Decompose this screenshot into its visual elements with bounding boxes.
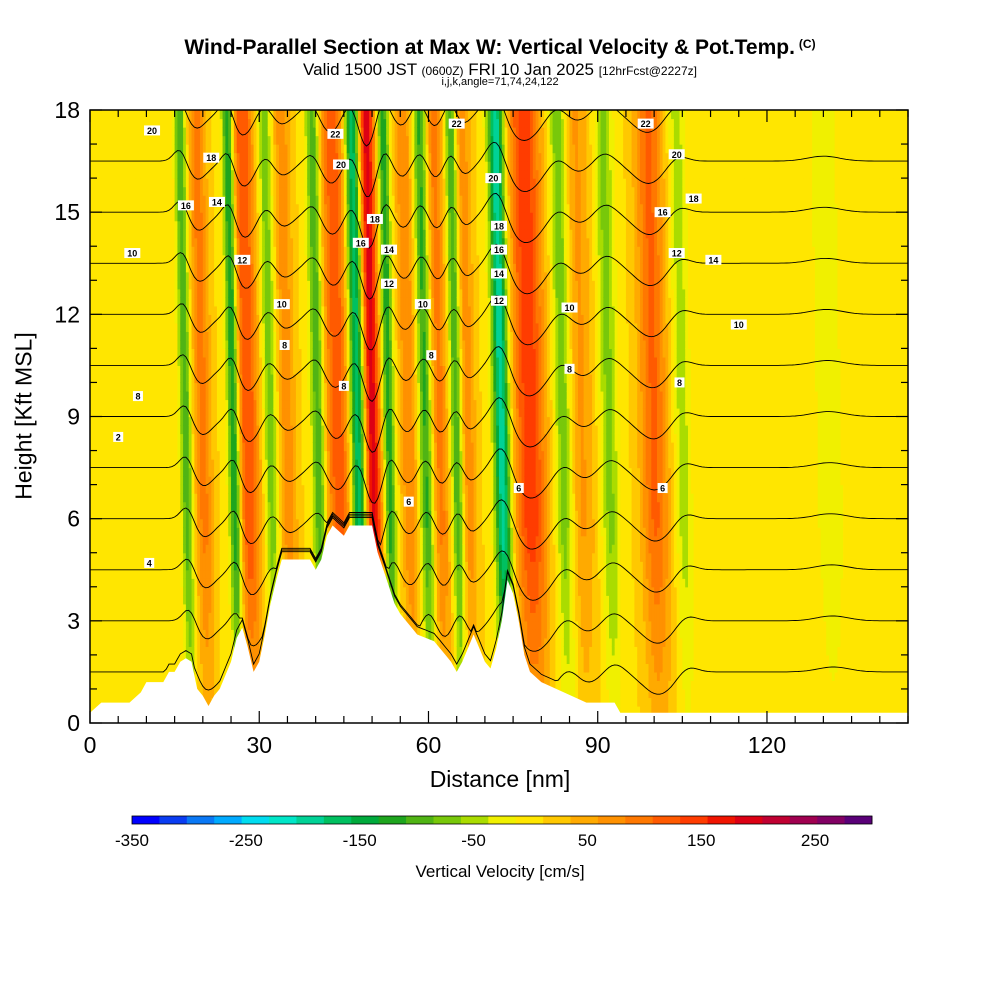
cross-section-plot: 201816 1410121088222018161412108822201816… bbox=[0, 0, 1000, 1000]
